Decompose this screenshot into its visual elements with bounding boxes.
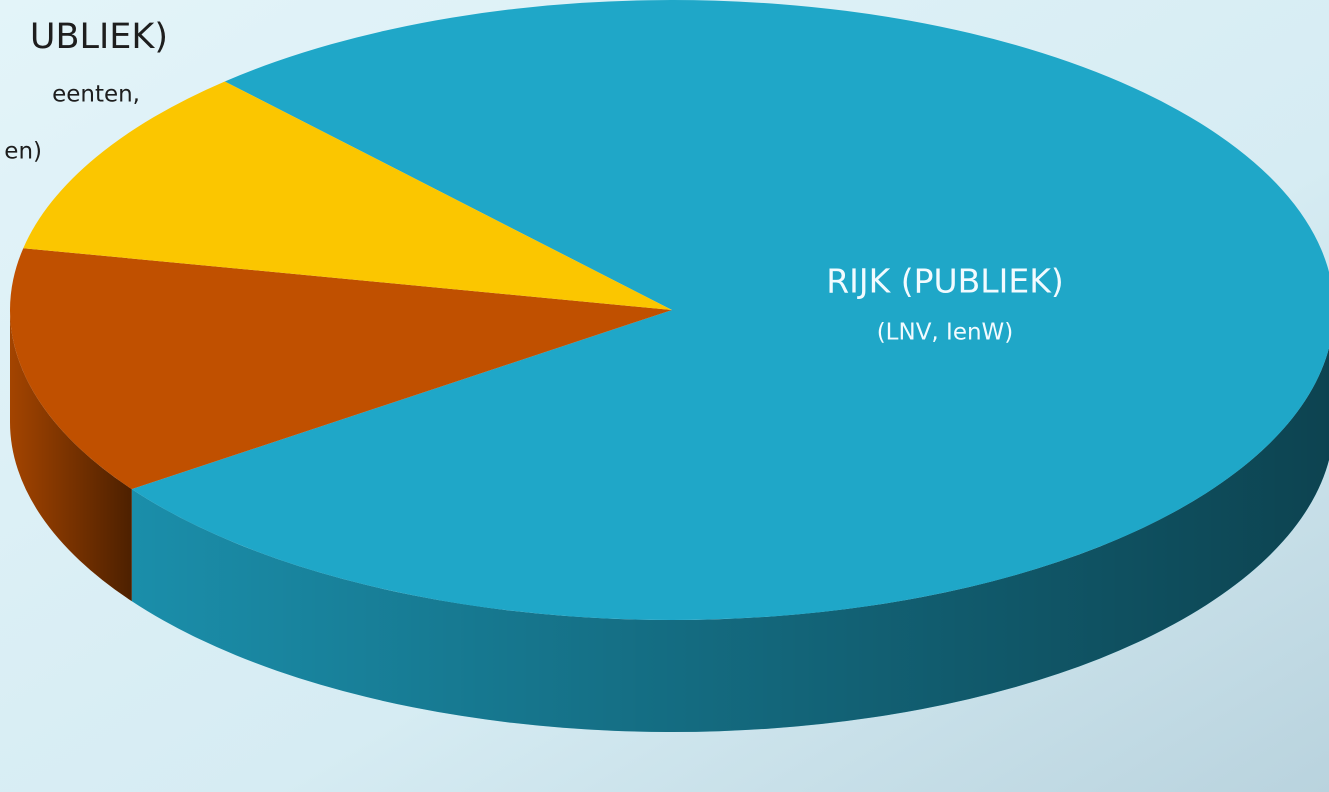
slice — [131, 0, 1329, 620]
slice — [23, 81, 672, 310]
slice-label: UBLIEK) — [30, 17, 168, 57]
slice-label: RIJK (PUBLIEK) — [826, 262, 1064, 301]
slice-detail: en) — [4, 139, 42, 165]
labels: RIJK (PUBLIEK) (LNV, IenW) UBLIEK) eenten, e… — [4, 17, 1063, 346]
slice-detail: eenten, — [52, 82, 140, 108]
slice-detail: (LNV, IenW) — [877, 320, 1014, 346]
slice-side-shade — [10, 310, 132, 602]
slice — [9, 248, 672, 490]
pie-tops — [9, 0, 1329, 620]
pie-sides — [10, 310, 1329, 732]
slice-side-shade — [131, 347, 1329, 732]
